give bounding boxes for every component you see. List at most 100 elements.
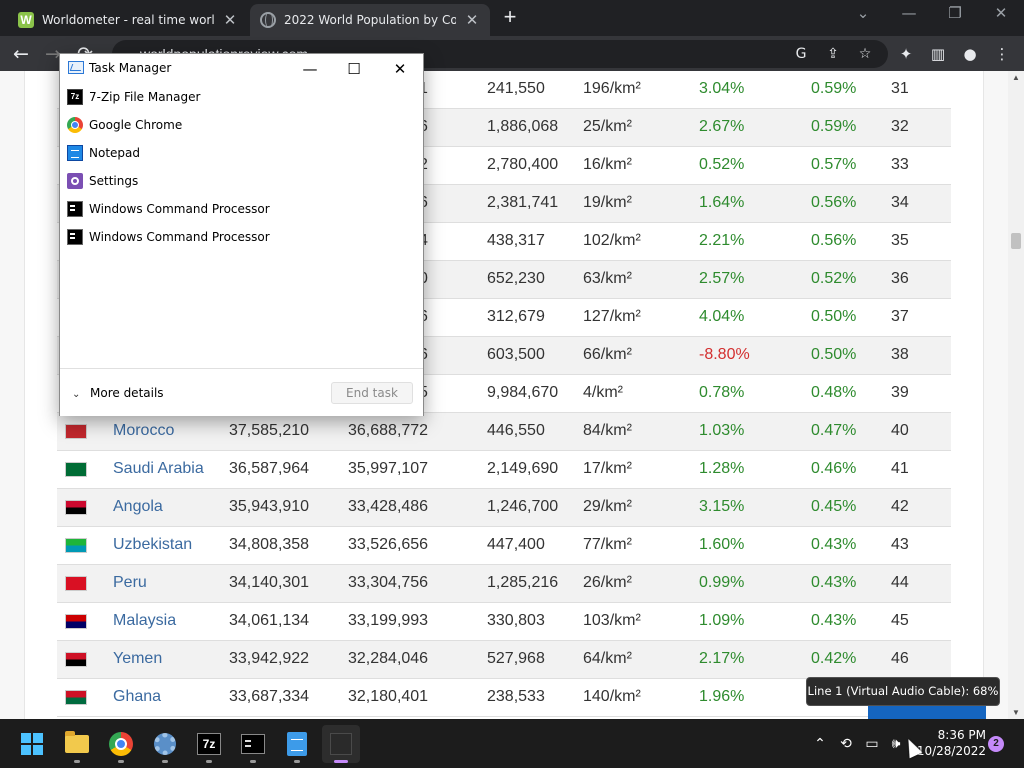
task-manager-title: Task Manager <box>89 61 172 75</box>
rank-cell: 37 <box>891 308 909 325</box>
start-button[interactable] <box>13 725 51 763</box>
sync-icon[interactable]: ⟲ <box>840 736 852 752</box>
share-icon[interactable]: ⇪ <box>827 46 839 62</box>
tab-search-icon[interactable]: ⌄ <box>856 4 870 22</box>
tm-maximize-button[interactable]: ☐ <box>347 60 361 78</box>
taskbar-cmd[interactable] <box>234 725 272 763</box>
menu-icon[interactable]: ⋮ <box>994 45 1010 63</box>
process-item[interactable]: Windows Command Processor <box>67 226 417 248</box>
country-link[interactable]: Morocco <box>113 422 175 439</box>
area-cell: 447,400 <box>487 536 545 553</box>
more-details-button[interactable]: ⌄ More details <box>72 386 164 400</box>
clock[interactable]: 8:36 PM 10/28/2022 <box>912 727 986 759</box>
side-panel-icon[interactable]: ▥ <box>930 45 946 63</box>
volume-icon[interactable]: 🕪 <box>891 736 901 752</box>
profile-icon[interactable]: ● <box>963 45 977 63</box>
growth-rate: 1.28% <box>699 460 745 477</box>
flag-icon <box>65 462 87 477</box>
population-2022: 35,943,910 <box>229 498 310 515</box>
notepad-icon <box>67 145 83 161</box>
growth-rate: 1.09% <box>699 612 745 629</box>
new-tab-button[interactable]: + <box>503 4 517 29</box>
growth-rate: 0.52% <box>699 156 745 173</box>
bookmark-star-icon[interactable]: ☆ <box>858 46 872 62</box>
process-name: Google Chrome <box>89 118 183 132</box>
taskbar-chrome[interactable] <box>102 725 140 763</box>
country-link[interactable]: Saudi Arabia <box>113 460 204 477</box>
population-2020: 33,199,993 <box>348 612 429 629</box>
forward-arrow-icon[interactable]: → <box>45 43 61 65</box>
table-row: Saudi Arabia 36,587,964 35,997,107 2,149,69… <box>57 451 951 489</box>
density-cell: 127/km² <box>583 308 641 325</box>
running-indicator <box>334 760 348 763</box>
scroll-down-icon[interactable]: ▼ <box>1012 708 1020 717</box>
taskbar-settings[interactable] <box>146 725 184 763</box>
tab-population[interactable]: 2022 World Population by Country ✕ <box>250 4 490 36</box>
flag-icon <box>65 424 87 439</box>
scroll-up-icon[interactable]: ▲ <box>1012 73 1020 82</box>
worldometer-icon: W <box>18 12 34 28</box>
growth-rate: 1.64% <box>699 194 745 211</box>
network-icon[interactable]: ▭ <box>865 736 879 752</box>
extensions-icon[interactable]: ✦ <box>899 45 913 63</box>
rank-cell: 35 <box>891 232 909 249</box>
process-item[interactable]: Notepad <box>67 142 417 164</box>
window-close-button[interactable]: ✕ <box>994 4 1008 22</box>
population-2020: 32,284,046 <box>348 650 429 667</box>
volume-tooltip: Line 1 (Virtual Audio Cable): 68% <box>806 677 1000 706</box>
process-item[interactable]: Windows Command Processor <box>67 198 417 220</box>
taskbar-task-manager[interactable] <box>322 725 360 763</box>
country-link[interactable]: Ghana <box>113 688 162 705</box>
process-item[interactable]: 7z 7-Zip File Manager <box>67 86 417 108</box>
notification-badge[interactable]: 2 <box>988 736 1004 752</box>
taskbar-file-explorer[interactable] <box>58 725 96 763</box>
rank-cell: 44 <box>891 574 909 591</box>
world-share: 0.43% <box>811 612 857 629</box>
density-cell: 26/km² <box>583 574 632 591</box>
growth-rate: 1.60% <box>699 536 745 553</box>
close-icon[interactable]: ✕ <box>223 12 237 29</box>
world-share: 0.57% <box>811 156 857 173</box>
scroll-thumb[interactable] <box>1011 233 1021 249</box>
close-icon[interactable]: ✕ <box>465 12 479 29</box>
tray-overflow-chevron-icon[interactable]: ⌃ <box>814 736 826 752</box>
tm-minimize-button[interactable]: — <box>302 60 318 78</box>
process-item[interactable]: Google Chrome <box>67 114 417 136</box>
density-cell: 29/km² <box>583 498 632 515</box>
taskbar-7zip[interactable]: 7z <box>190 725 228 763</box>
tab-title: Worldometer - real time world statistics <box>42 13 214 27</box>
country-link[interactable]: Yemen <box>113 650 163 667</box>
country-link[interactable]: Uzbekistan <box>113 536 193 553</box>
population-2020: 36,688,772 <box>348 422 429 439</box>
window-restore-button[interactable]: ❐ <box>948 4 962 22</box>
rank-cell: 31 <box>891 80 909 97</box>
google-lens-icon[interactable]: G <box>795 46 807 62</box>
process-item[interactable]: Settings <box>67 170 417 192</box>
gear-icon <box>154 733 176 755</box>
density-cell: 16/km² <box>583 156 632 173</box>
window-minimize-button[interactable]: — <box>901 4 917 22</box>
density-cell: 102/km² <box>583 232 641 249</box>
table-row: Morocco 37,585,210 36,688,772 446,550 84/km²… <box>57 413 951 451</box>
country-link[interactable]: Peru <box>113 574 147 591</box>
scrollbar[interactable]: ▲ ▼ <box>1008 71 1024 719</box>
population-2022: 34,061,134 <box>229 612 310 629</box>
back-arrow-icon[interactable]: ← <box>13 43 29 65</box>
country-link[interactable]: Angola <box>113 498 163 515</box>
table-row: Malaysia 34,061,134 33,199,993 330,803 103/k… <box>57 603 951 641</box>
globe-icon <box>260 12 276 28</box>
end-task-button[interactable]: End task <box>331 382 413 404</box>
tab-worldometer[interactable]: W Worldometer - real time world statisti… <box>8 4 248 36</box>
tm-close-button[interactable]: ✕ <box>393 60 407 78</box>
running-indicator <box>162 760 168 763</box>
world-share: 0.48% <box>811 384 857 401</box>
flag-icon <box>65 690 87 705</box>
task-manager-window: Task Manager — ☐ ✕ 7z 7-Zip File Manager… <box>59 53 424 416</box>
density-cell: 25/km² <box>583 118 632 135</box>
taskbar-notepad[interactable] <box>278 725 316 763</box>
area-cell: 1,246,700 <box>487 498 559 515</box>
country-link[interactable]: Malaysia <box>113 612 177 629</box>
rank-cell: 38 <box>891 346 909 363</box>
world-share: 0.43% <box>811 574 857 591</box>
